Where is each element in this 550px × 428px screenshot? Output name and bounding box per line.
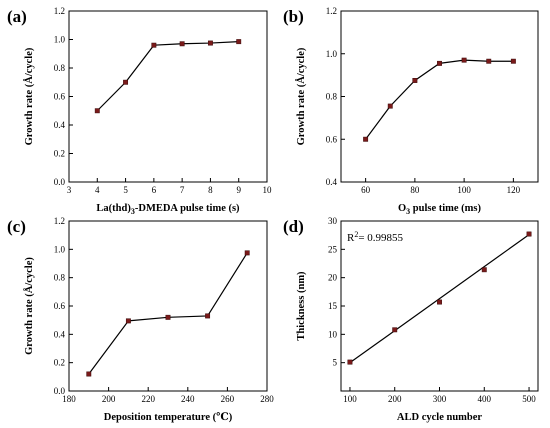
- x-tick-label: 120: [507, 185, 521, 195]
- data-point: [412, 78, 418, 83]
- y-tick-label: 0.8: [54, 63, 66, 73]
- chart-panel-b: (b) 60 80 100 120 0.4 0.6 0.8 1.0 1.2 O3 pulse tim…: [283, 6, 539, 216]
- data-point: [437, 299, 442, 305]
- panel-label: (b): [283, 7, 304, 26]
- fit-annotation: R2= 0.99855: [347, 230, 404, 244]
- y-tick-label: 15: [328, 301, 338, 311]
- plot-frame: [68, 10, 268, 183]
- panel-label: (c): [7, 217, 26, 236]
- x-tick-label: 5: [123, 185, 128, 195]
- y-tick-label: 0.4: [326, 177, 338, 187]
- x-axis-label: Deposition temperature (℃): [104, 412, 233, 423]
- x-tick-label: 3: [67, 185, 72, 195]
- data-point: [437, 60, 442, 66]
- chart-panel-d: (d) 100 200 300 400 500 5 10 15 20 25 30 ALD cycle n…: [283, 216, 539, 423]
- x-tick-label: 500: [522, 394, 536, 404]
- data-point: [123, 79, 129, 85]
- y-tick-label: 10: [328, 329, 338, 339]
- x-tick-label: 200: [102, 394, 116, 404]
- y-tick-label: 0.8: [326, 92, 338, 102]
- data-point: [481, 267, 487, 273]
- x-tick-label: 80: [410, 185, 420, 195]
- series-line: [88, 252, 248, 375]
- data-point: [125, 318, 131, 324]
- y-tick-label: 1.0: [54, 35, 66, 45]
- x-axis-label: ALD cycle number: [397, 412, 482, 423]
- data-point: [347, 359, 353, 365]
- data-point: [526, 231, 532, 237]
- y-tick-label: 5: [333, 358, 338, 368]
- y-axis-label: Growth rate (Å/cycle): [295, 47, 307, 145]
- x-tick-label: 8: [208, 185, 213, 195]
- data-point: [207, 40, 213, 46]
- data-point: [205, 313, 211, 319]
- x-tick-label: 7: [180, 185, 185, 195]
- y-tick-label: 0.8: [54, 273, 66, 283]
- x-tick-label: 200: [388, 394, 402, 404]
- data-point: [94, 108, 100, 114]
- x-tick-label: 280: [260, 394, 274, 404]
- data-point: [387, 103, 393, 109]
- plot-frame: [340, 10, 539, 183]
- series-line: [96, 41, 239, 112]
- panel-label: (a): [7, 7, 27, 26]
- data-point: [86, 371, 92, 377]
- data-point: [179, 41, 185, 47]
- y-tick-label: 0.6: [326, 134, 338, 144]
- y-tick-label: 1.2: [326, 6, 337, 16]
- x-tick-label: 100: [343, 394, 357, 404]
- x-tick-label: 220: [141, 394, 155, 404]
- series-line: [365, 59, 514, 140]
- x-tick-label: 6: [152, 185, 157, 195]
- x-tick-label: 60: [361, 185, 371, 195]
- y-tick-label: 0.4: [54, 329, 66, 339]
- x-tick-label: 9: [236, 185, 241, 195]
- y-tick-label: 0.6: [54, 92, 66, 102]
- x-axis-label: O3 pulse time (ms): [398, 203, 482, 216]
- y-tick-label: 1.0: [54, 244, 66, 254]
- x-tick-label: 300: [433, 394, 447, 404]
- fit-line: [349, 234, 530, 364]
- data-point: [151, 42, 157, 48]
- y-tick-label: 0.6: [54, 301, 66, 311]
- x-tick-label: 240: [181, 394, 195, 404]
- plot-frame: [68, 220, 268, 392]
- plot-frame: [340, 220, 539, 392]
- x-tick-label: 10: [263, 185, 273, 195]
- data-point: [392, 327, 398, 333]
- y-tick-label: 0.0: [54, 386, 66, 396]
- x-tick-label: 400: [478, 394, 492, 404]
- y-axis-label: Growth rate (Å/cycle): [23, 47, 35, 145]
- y-tick-label: 0.2: [54, 149, 65, 159]
- y-tick-label: 0.0: [54, 177, 66, 187]
- chart-panel-a: (a) 3 4 5 6 7 8 9 10 0.0 0.2 0.4 0.6 0.8 1.0 1.2 La(thd)…: [7, 6, 272, 216]
- x-tick-label: 180: [62, 394, 76, 404]
- y-axis-label: Growth rate (Å/cycle): [23, 257, 35, 355]
- y-axis-label: Thickness (nm): [296, 271, 307, 341]
- data-point: [244, 250, 250, 256]
- y-tick-label: 0.2: [54, 358, 65, 368]
- x-tick-label: 4: [95, 185, 100, 195]
- y-tick-label: 1.0: [326, 49, 338, 59]
- data-point: [236, 39, 242, 45]
- x-tick-label: 260: [221, 394, 235, 404]
- x-axis-label: La(thd)3-DMEDA pulse time (s): [96, 203, 240, 216]
- y-tick-label: 0.4: [54, 120, 66, 130]
- data-point: [510, 58, 516, 64]
- panel-label: (d): [283, 217, 304, 236]
- y-tick-label: 25: [328, 244, 338, 254]
- data-point: [363, 136, 369, 142]
- x-tick-label: 100: [457, 185, 471, 195]
- chart-panel-c: (c) 180 200 220 240 260 280 0.0 0.2 0.4 0.6 0.8 1.0 1…: [7, 216, 274, 423]
- y-tick-label: 1.2: [54, 6, 65, 16]
- y-tick-label: 1.2: [54, 216, 65, 226]
- data-point: [165, 314, 171, 320]
- y-tick-label: 20: [328, 273, 338, 283]
- y-tick-label: 30: [328, 216, 338, 226]
- data-point: [461, 57, 467, 63]
- data-point: [486, 58, 492, 64]
